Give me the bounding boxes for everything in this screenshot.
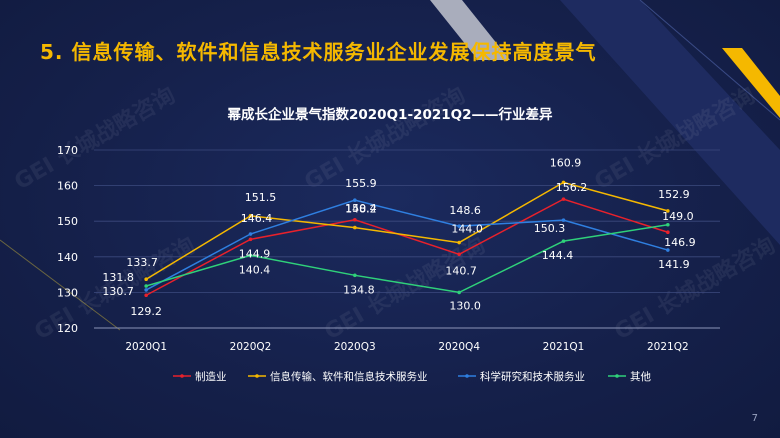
chart-title: 幂成长企业景气指数2020Q1-2021Q2——行业差异 <box>227 106 553 123</box>
legend-marker <box>180 374 184 378</box>
data-label: 160.9 <box>550 156 582 169</box>
legend-marker <box>465 374 469 378</box>
x-tick-label: 2020Q1 <box>125 341 167 353</box>
data-point <box>561 180 566 185</box>
data-labels: 129.2 144.9 150.4 140.7 156.2 146.9 133.7 151.5… <box>102 156 695 318</box>
data-point <box>248 237 253 242</box>
corner-line <box>639 0 780 121</box>
data-label: 150.3 <box>534 222 566 235</box>
legend-marker <box>615 374 619 378</box>
watermark-text: GEI 长城战略咨询 <box>10 82 180 195</box>
watermark-text: GEI 长城战略咨询 <box>300 82 470 195</box>
data-label: 146.9 <box>664 236 696 249</box>
page-number: 7 <box>751 413 758 424</box>
data-point <box>248 232 253 236</box>
data-point <box>666 230 670 235</box>
data-point <box>144 293 148 298</box>
data-label: 144.9 <box>239 247 271 260</box>
data-point <box>457 252 461 257</box>
data-label: 131.8 <box>102 271 134 284</box>
series-line <box>145 224 668 294</box>
data-point <box>457 290 461 295</box>
data-label: 140.7 <box>445 264 477 277</box>
data-label: 134.8 <box>343 283 375 296</box>
data-label: 144.4 <box>542 249 574 262</box>
data-point <box>561 197 566 201</box>
slide-heading: 5. 信息传输、软件和信息技术服务业企业发展保持高度景气 <box>40 40 597 64</box>
data-label: 150.4 <box>345 202 377 215</box>
y-tick-label: 140 <box>57 251 78 264</box>
corner-stripe-dark <box>470 0 780 245</box>
chart-legend: 制造业 信息传输、软件和信息技术服务业 科学研究和技术服务业 其他 <box>173 370 651 383</box>
data-point <box>248 253 253 258</box>
data-point <box>353 273 357 278</box>
x-tick-label: 2020Q4 <box>438 341 480 353</box>
y-tick-label: 120 <box>57 322 78 335</box>
corner-stripe-gray <box>430 0 510 60</box>
data-label: 151.5 <box>245 191 277 204</box>
x-tick-label: 2020Q2 <box>230 341 272 353</box>
legend-marker <box>255 374 259 378</box>
data-point <box>248 214 253 218</box>
data-point <box>144 288 148 292</box>
data-point <box>666 222 670 227</box>
x-tick-label: 2020Q3 <box>334 341 376 353</box>
y-tick-label: 130 <box>57 286 78 299</box>
data-point <box>457 240 461 245</box>
data-label: 148.2 <box>345 203 377 216</box>
series-line <box>145 198 669 296</box>
data-label: 129.2 <box>130 305 162 318</box>
data-label: 152.9 <box>658 188 690 201</box>
data-label: 130.7 <box>102 285 134 298</box>
data-point <box>353 217 357 222</box>
left-edge-line <box>0 239 121 331</box>
data-point <box>666 248 670 252</box>
series-line <box>145 199 669 291</box>
y-tick-label: 150 <box>57 215 78 228</box>
legend-label: 信息传输、软件和信息技术服务业 <box>270 370 428 383</box>
data-point <box>561 239 566 243</box>
data-label: 148.6 <box>449 204 481 217</box>
y-axis: 120 130 140 150 160 170 <box>57 144 78 335</box>
data-point <box>144 284 148 288</box>
data-point <box>353 225 357 230</box>
data-label: 155.9 <box>345 177 377 190</box>
data-point <box>457 224 461 228</box>
legend-label: 制造业 <box>195 370 227 383</box>
data-label: 144.0 <box>451 223 483 236</box>
y-tick-label: 170 <box>57 144 78 157</box>
data-label: 146.4 <box>241 212 273 225</box>
y-tick-label: 160 <box>57 180 78 193</box>
data-point <box>144 277 148 282</box>
data-label: 130.0 <box>449 299 481 312</box>
data-label: 156.2 <box>556 181 588 194</box>
data-point <box>561 218 566 222</box>
chart-series <box>144 180 670 298</box>
x-tick-label: 2021Q1 <box>543 341 585 353</box>
x-tick-label: 2021Q2 <box>647 341 689 353</box>
data-label: 140.4 <box>239 263 271 276</box>
corner-stripe-yellow <box>722 48 780 118</box>
data-point <box>353 198 357 202</box>
legend-label: 其他 <box>630 370 651 383</box>
data-label: 133.7 <box>126 256 158 269</box>
data-label: 149.0 <box>662 210 694 223</box>
series-line <box>145 181 669 280</box>
x-axis: 2020Q1 2020Q2 2020Q3 2020Q4 2021Q1 2021Q2 <box>94 327 720 353</box>
data-label: 141.9 <box>658 258 690 271</box>
data-point <box>666 209 670 213</box>
legend-label: 科学研究和技术服务业 <box>480 370 585 383</box>
